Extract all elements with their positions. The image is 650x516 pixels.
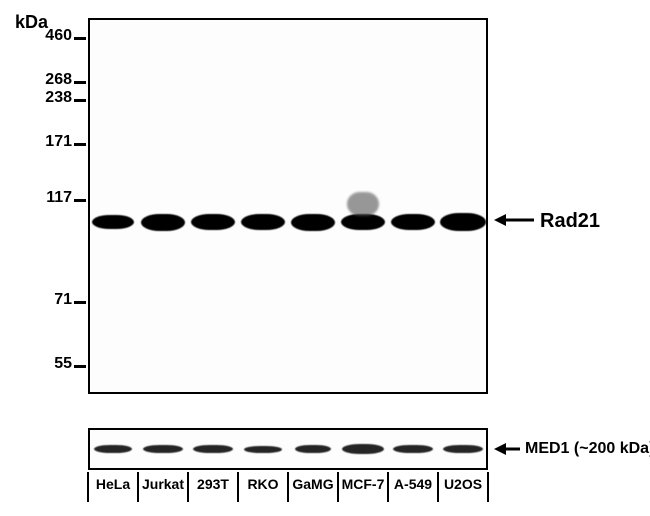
band-annotation-label: MED1 (~200 kDa) [525,440,650,458]
mw-label: 55 [8,355,72,373]
loading-control-band [94,445,132,453]
lane-label: Jurkat [138,476,188,492]
loading-control-band [143,445,183,453]
loading-control-band [393,445,433,453]
arrow-icon [494,439,522,459]
mw-tick [74,143,86,146]
mw-tick [74,301,86,304]
lane-label: HeLa [88,476,138,492]
western-blot-figure: kDa 4602682381711177155 HeLaJurkat293TRK… [0,0,650,516]
mw-tick [74,37,86,40]
mw-label: 171 [8,133,72,151]
mw-label: 71 [8,291,72,309]
protein-band [141,214,185,231]
band-annotation-label: Rad21 [540,210,600,233]
mw-tick [74,365,86,368]
protein-band [291,214,335,231]
loading-control-band [443,445,483,453]
lane-label: A-549 [388,476,438,492]
band-smear [347,192,379,216]
protein-band [341,214,385,230]
protein-band [241,214,285,230]
protein-band [440,213,486,231]
protein-band [391,214,435,230]
arrow-icon [494,210,536,230]
lane-divider [487,472,489,502]
mw-label: 238 [8,89,72,107]
mw-tick [74,99,86,102]
protein-band [191,214,235,230]
mw-label: 460 [8,27,72,45]
mw-tick [74,199,86,202]
lane-label: GaMG [288,476,338,492]
lane-label: RKO [238,476,288,492]
lane-label: MCF-7 [338,476,388,492]
protein-band [92,215,134,229]
mw-label: 117 [8,189,72,207]
mw-label: 268 [8,71,72,89]
loading-control-band [295,445,331,453]
mw-tick [74,81,86,84]
main-blot-panel [88,18,488,394]
loading-control-band [342,444,384,454]
loading-control-band [244,446,282,453]
loading-control-band [193,445,233,453]
lane-label: U2OS [438,476,488,492]
lane-label: 293T [188,476,238,492]
